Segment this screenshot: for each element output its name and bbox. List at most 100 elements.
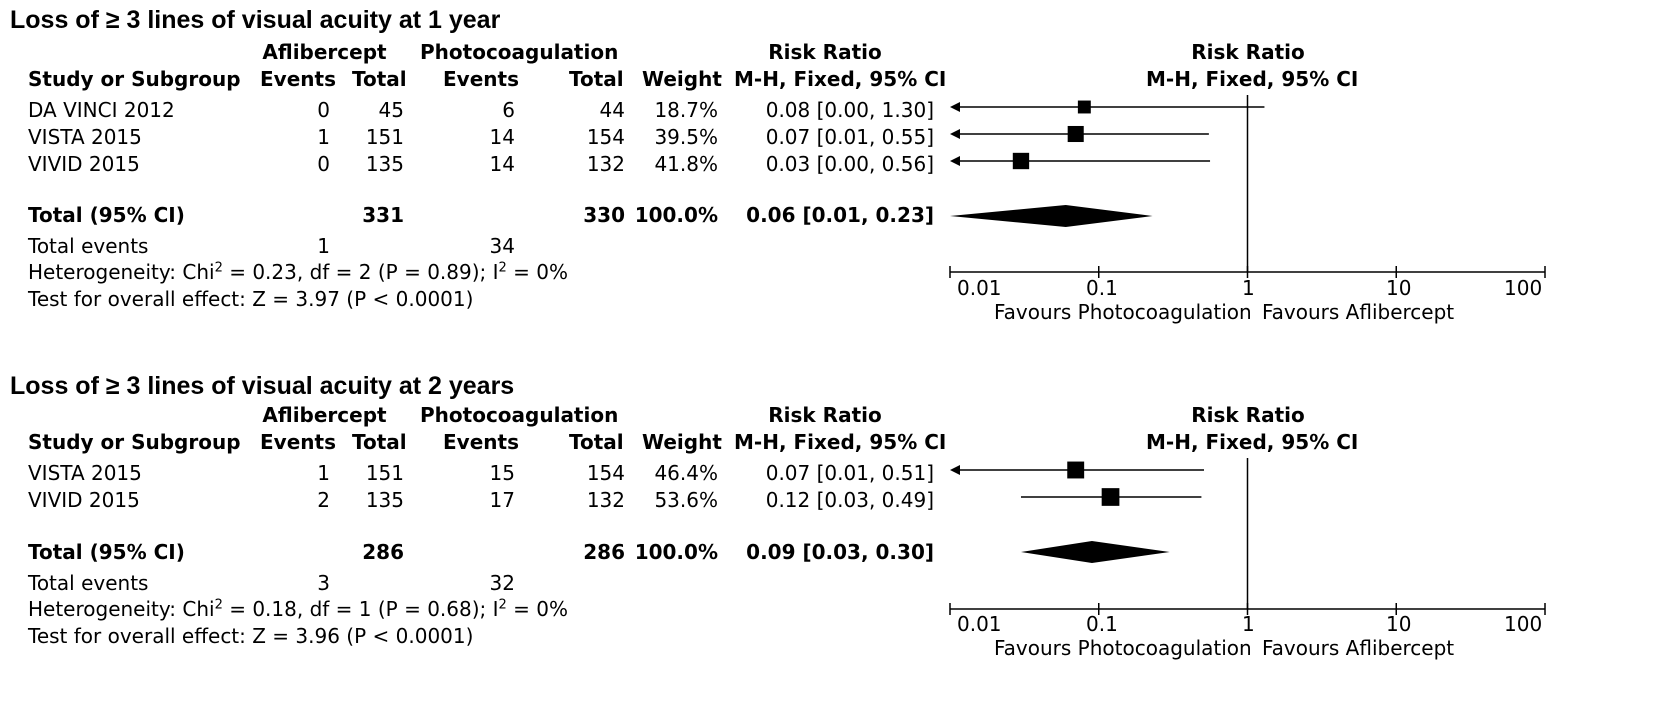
events1-cell: 0 [317, 98, 330, 122]
total1-cell: 135 [365, 488, 404, 512]
study-name: VIVID 2015 [28, 152, 140, 176]
total1-cell: 151 [365, 461, 404, 485]
plot-rr-method-header: M-H, Fixed, 95% CI [1146, 430, 1359, 454]
overall-effect-text: Test for overall effect: Z = 3.96 (P < 0… [28, 624, 474, 648]
group2-header: Photocoagulation [420, 403, 619, 427]
total1-header: Total [352, 67, 407, 91]
tick-label: 10 [1386, 612, 1412, 636]
heterogeneity-text: Heterogeneity: Chi2 = 0.18, df = 1 (P = … [28, 597, 569, 621]
study-header: Study or Subgroup [28, 67, 241, 91]
total-events2: 32 [489, 571, 515, 595]
total2-cell: 154 [586, 125, 625, 149]
total1-cell: 45 [378, 98, 404, 122]
ci-arrow [950, 102, 960, 112]
study-header: Study or Subgroup [28, 430, 241, 454]
total-events1: 3 [317, 571, 330, 595]
study-name: VISTA 2015 [28, 125, 142, 149]
favours-left-label: Favours Photocoagulation [994, 636, 1252, 660]
tick-label: 1 [1242, 612, 1255, 636]
total1-cell: 135 [365, 152, 404, 176]
total2-header: Total [569, 67, 624, 91]
rr-method-header: M-H, Fixed, 95% CI [734, 67, 947, 91]
pooled-diamond [950, 205, 1153, 227]
total2-header: Total [569, 430, 624, 454]
tick-label: 1 [1242, 276, 1255, 300]
favours-right-label: Favours Aflibercept [1262, 300, 1455, 324]
study-name: DA VINCI 2012 [28, 98, 175, 122]
total-ci: 0.06 [0.01, 0.23] [746, 203, 934, 227]
total1-cell: 151 [365, 125, 404, 149]
forest-panel-1year: Loss of ≥ 3 lines of visual acuity at 1 … [0, 0, 1654, 350]
study-name: VISTA 2015 [28, 461, 142, 485]
panel-title: Loss of ≥ 3 lines of visual acuity at 1 … [10, 6, 501, 34]
weight-cell: 18.7% [654, 98, 718, 122]
group1-header: Aflibercept [262, 40, 387, 64]
weight-cell: 46.4% [654, 461, 718, 485]
total1-header: Total [352, 430, 407, 454]
tick-label: 0.1 [1086, 612, 1118, 636]
tick-label: 0.01 [957, 276, 1002, 300]
total-ci: 0.09 [0.03, 0.30] [746, 540, 934, 564]
events2-cell: 17 [489, 488, 515, 512]
total2-cell: 132 [586, 488, 625, 512]
events2-cell: 14 [489, 152, 515, 176]
rr-header: Risk Ratio [768, 403, 882, 427]
ci-arrow [950, 156, 960, 166]
events1-header: Events [260, 67, 336, 91]
study-point [1077, 100, 1091, 114]
total-events-label: Total events [28, 571, 149, 595]
events1-cell: 1 [317, 461, 330, 485]
plot-rr-header: Risk Ratio [1191, 40, 1305, 64]
total1-sum: 331 [362, 203, 404, 227]
total-weight: 100.0% [634, 203, 718, 227]
ci-cell: 0.03 [0.00, 0.56] [765, 152, 934, 176]
events2-cell: 15 [489, 461, 515, 485]
pooled-diamond [1020, 541, 1170, 563]
events2-header: Events [443, 67, 519, 91]
group1-header: Aflibercept [262, 403, 387, 427]
events1-cell: 0 [317, 152, 330, 176]
events2-header: Events [443, 430, 519, 454]
study-name: VIVID 2015 [28, 488, 140, 512]
forest-plot [949, 458, 1546, 615]
events1-header: Events [260, 430, 336, 454]
favours-right-label: Favours Aflibercept [1262, 636, 1455, 660]
tick-label: 100 [1504, 612, 1543, 636]
study-point [1012, 152, 1030, 170]
study-point [1101, 488, 1120, 506]
tick-label: 0.1 [1086, 276, 1118, 300]
weight-header: Weight [642, 430, 722, 454]
rr-header: Risk Ratio [768, 40, 882, 64]
rr-method-header: M-H, Fixed, 95% CI [734, 430, 947, 454]
weight-cell: 53.6% [654, 488, 718, 512]
total2-cell: 132 [586, 152, 625, 176]
total-weight: 100.0% [634, 540, 718, 564]
ci-cell: 0.07 [0.01, 0.55] [765, 125, 934, 149]
plot-rr-header: Risk Ratio [1191, 403, 1305, 427]
ci-arrow [950, 129, 960, 139]
total-label: Total (95% CI) [28, 203, 185, 227]
forest-panel-2years: Loss of ≥ 3 lines of visual acuity at 2 … [0, 366, 1654, 716]
ci-arrow [950, 465, 960, 475]
total2-cell: 154 [586, 461, 625, 485]
weight-cell: 41.8% [654, 152, 718, 176]
total2-sum: 286 [583, 540, 625, 564]
favours-left-label: Favours Photocoagulation [994, 300, 1252, 324]
total2-cell: 44 [599, 98, 625, 122]
forest-plot [949, 95, 1546, 278]
total-events2: 34 [489, 234, 515, 258]
overall-effect-text: Test for overall effect: Z = 3.97 (P < 0… [28, 287, 474, 311]
study-point [1067, 461, 1085, 479]
heterogeneity-text: Heterogeneity: Chi2 = 0.23, df = 2 (P = … [28, 260, 569, 284]
ci-cell: 0.12 [0.03, 0.49] [765, 488, 934, 512]
events1-cell: 2 [317, 488, 330, 512]
events2-cell: 14 [489, 125, 515, 149]
events2-cell: 6 [502, 98, 515, 122]
total2-sum: 330 [583, 203, 625, 227]
events1-cell: 1 [317, 125, 330, 149]
ci-cell: 0.08 [0.00, 1.30] [765, 98, 934, 122]
tick-label: 0.01 [957, 612, 1002, 636]
total-events1: 1 [317, 234, 330, 258]
ci-cell: 0.07 [0.01, 0.51] [765, 461, 934, 485]
total-events-label: Total events [28, 234, 149, 258]
